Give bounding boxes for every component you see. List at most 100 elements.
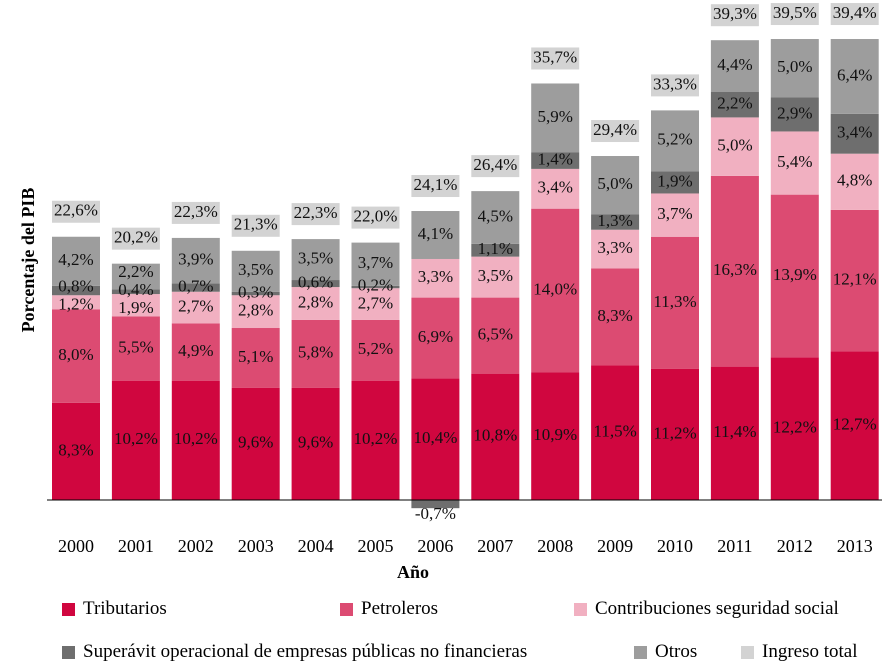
bar-segment [830,39,879,114]
legend-swatch [340,602,353,616]
bar-segment [171,237,220,284]
data-label: 1,9% [657,171,692,190]
bar-segment [291,287,340,320]
data-label: 6,5% [478,325,513,344]
data-label: 8,0% [58,345,93,364]
data-label: 1,1% [478,239,513,258]
data-label: 1,2% [58,294,93,313]
x-tick-label: 2007 [477,536,513,556]
bar-segment [171,380,220,500]
data-label: 1,4% [537,150,572,169]
legend-swatch [741,645,754,659]
legend-label: Superávit operacional de empresas públic… [83,641,528,662]
total-label: 39,5% [773,3,817,22]
data-label: 14,0% [533,279,577,298]
data-label: 5,2% [657,130,692,149]
total-label-box [471,155,520,178]
bar-segment [111,263,160,290]
data-label: 3,5% [298,248,333,267]
bar-segment [52,309,100,403]
total-label-box [411,175,460,198]
bar-segment [770,357,819,500]
total-label: 39,3% [713,4,757,23]
bar-segment [351,288,400,320]
bar-segment [52,295,100,310]
bar-segment [651,171,699,194]
legend-label: Tributarios [83,598,167,619]
bar-segment [52,285,100,296]
total-label: 26,4% [473,155,517,174]
total-label: 22,3% [174,202,218,221]
data-label: 10,8% [473,426,517,445]
data-label: 2,8% [298,292,333,311]
legend-item: Ingreso total [741,641,858,663]
bar-segment [111,380,160,500]
data-label: 12,2% [773,418,817,437]
bar-segment [651,110,699,172]
data-label: 5,0% [717,136,752,155]
data-label: 4,4% [717,55,752,74]
data-label: 3,9% [178,250,213,269]
x-tick-label: 2012 [777,536,813,556]
data-label: 11,4% [713,422,756,441]
data-label: 4,9% [178,341,213,360]
data-label: 12,1% [833,270,877,289]
bar-segment [291,319,340,388]
legend-label: Contribuciones seguridad social [595,598,839,619]
x-tick-label: 2005 [358,536,394,556]
data-label: 10,2% [114,429,158,448]
x-tick-label: 2000 [58,536,94,556]
bar-segment [351,242,400,286]
bar-segment [830,351,879,500]
bar-segment [710,175,759,367]
legend-label: Ingreso total [762,641,858,662]
legend-swatch [634,645,647,659]
x-tick-label: 2011 [717,536,752,556]
x-tick-label: 2001 [118,536,154,556]
total-label: 33,3% [653,74,697,93]
data-label: 9,6% [298,433,333,452]
data-label: 8,3% [58,440,93,459]
bar-segment [471,256,520,298]
data-label: 1,3% [597,211,632,230]
total-label: 35,7% [533,47,577,66]
data-label: 10,4% [413,428,457,447]
bar-segment [471,191,520,244]
bar-segment [111,289,160,295]
legend-swatch [62,602,75,616]
bar-segment [351,319,400,381]
bar-segment [710,91,759,118]
bar-segment [531,83,580,153]
bar-segment [231,387,280,500]
bar-segment [291,387,340,500]
data-label: 0,2% [358,275,393,294]
y-axis-title: Porcentaje del PIB [18,188,38,333]
bar-segment [710,40,759,92]
x-tick-label: 2006 [417,536,453,556]
bar-segment [231,328,280,388]
data-label: 5,2% [358,339,393,358]
x-tick-label: 2008 [537,536,573,556]
total-label: 24,1% [413,175,457,194]
data-label: 8,3% [597,306,632,325]
bar-segment [351,380,400,500]
bar-segment [411,500,460,509]
bar-segment [710,366,759,500]
data-label: 2,8% [238,301,273,320]
bar-segment [651,368,699,500]
data-label: 5,4% [777,152,812,171]
bar-segment [171,283,220,292]
data-label: 3,7% [657,204,692,223]
x-tick-label: 2009 [597,536,633,556]
bar-segment [111,316,160,381]
bar-segment [531,372,580,500]
data-label: 10,2% [354,429,398,448]
legend-label: Otros [655,641,698,662]
total-label-box [830,3,879,26]
data-label: 5,8% [298,343,333,362]
data-label: 12,7% [833,415,877,434]
x-tick-label: 2004 [298,536,334,556]
data-label: 3,4% [537,178,572,197]
bar-segment [231,250,280,292]
